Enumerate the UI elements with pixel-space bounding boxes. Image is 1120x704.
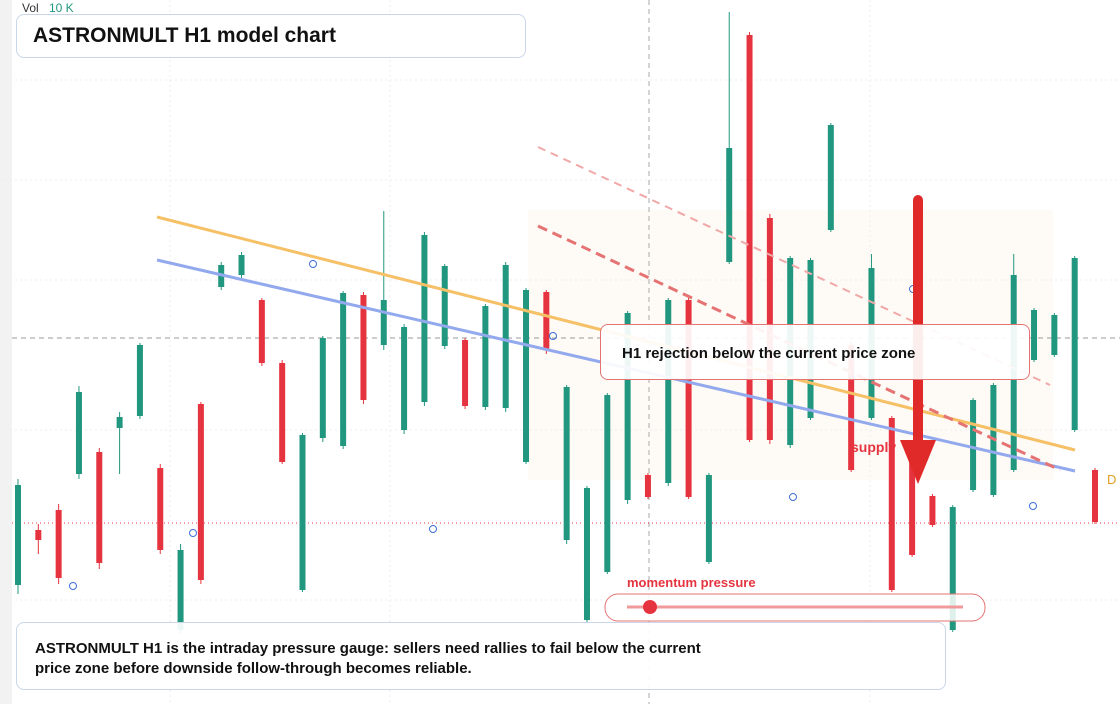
candle-body — [401, 327, 408, 430]
candle-body — [909, 455, 916, 555]
candle-body — [583, 488, 590, 620]
candle-body — [197, 404, 204, 580]
candle-body — [15, 485, 21, 585]
annotation: H1 rejection below the current price zon… — [622, 345, 916, 362]
candle-body — [746, 35, 753, 440]
candle-body — [949, 507, 956, 630]
candle-body — [157, 468, 164, 550]
edge-label: D — [1107, 472, 1116, 487]
candle-body — [136, 345, 143, 416]
candle-body — [888, 418, 895, 590]
candle-body — [705, 475, 712, 562]
candle-body — [380, 300, 387, 345]
candle-body — [644, 475, 651, 497]
candle-body — [665, 300, 672, 483]
candle-body — [502, 265, 509, 408]
candle-body — [299, 435, 306, 590]
candle-body — [1092, 470, 1098, 522]
candle-body — [55, 510, 62, 578]
candle-body — [523, 290, 530, 462]
candle-body — [441, 266, 448, 346]
candle-body — [543, 292, 550, 350]
candle-body — [319, 338, 326, 438]
candle-body — [35, 530, 42, 540]
title-box: ASTRONMULT H1 model chart — [16, 14, 526, 58]
candle-body — [970, 400, 977, 490]
candle-body — [827, 125, 834, 230]
arrow-shaft — [913, 195, 923, 445]
candle-body — [848, 345, 855, 470]
candle-body — [177, 550, 184, 630]
left-edge — [0, 0, 12, 704]
caption: ASTRONMULT H1 is the intraday pressure g… — [35, 640, 701, 677]
annotation-box: H1 rejection below the current price zon… — [600, 324, 1030, 380]
volume-scale: 10 K — [49, 1, 74, 15]
candle-body — [624, 313, 631, 500]
candle-body — [563, 387, 570, 540]
candle-body — [1051, 315, 1058, 355]
candle-body — [116, 417, 123, 428]
candle-body — [929, 496, 936, 525]
slider-knob[interactable] — [643, 600, 657, 614]
candle-body — [726, 148, 733, 262]
candle-body — [685, 300, 692, 497]
chart-title: ASTRONMULT H1 model chart — [33, 24, 336, 47]
candle-body — [279, 363, 286, 462]
candle-body — [96, 452, 103, 563]
zone-label: supply — [851, 439, 896, 455]
candle-body — [1071, 258, 1078, 430]
candle-body — [360, 295, 367, 400]
candle-body — [1031, 310, 1038, 360]
volume-label: Vol — [22, 1, 39, 15]
candle-body — [462, 340, 469, 406]
caption-box: ASTRONMULT H1 is the intraday pressure g… — [16, 622, 946, 690]
candle-body — [340, 293, 347, 446]
arrow-head — [900, 440, 936, 484]
slider-label: momentum pressure — [627, 575, 756, 590]
candle-body — [482, 306, 489, 407]
candle-body — [238, 255, 245, 275]
candle-body — [421, 235, 428, 402]
candle-body — [75, 392, 82, 474]
candle-body — [604, 395, 611, 572]
candles — [15, 12, 1098, 634]
candle-body — [258, 300, 265, 363]
trend-line-pale — [537, 146, 1051, 386]
